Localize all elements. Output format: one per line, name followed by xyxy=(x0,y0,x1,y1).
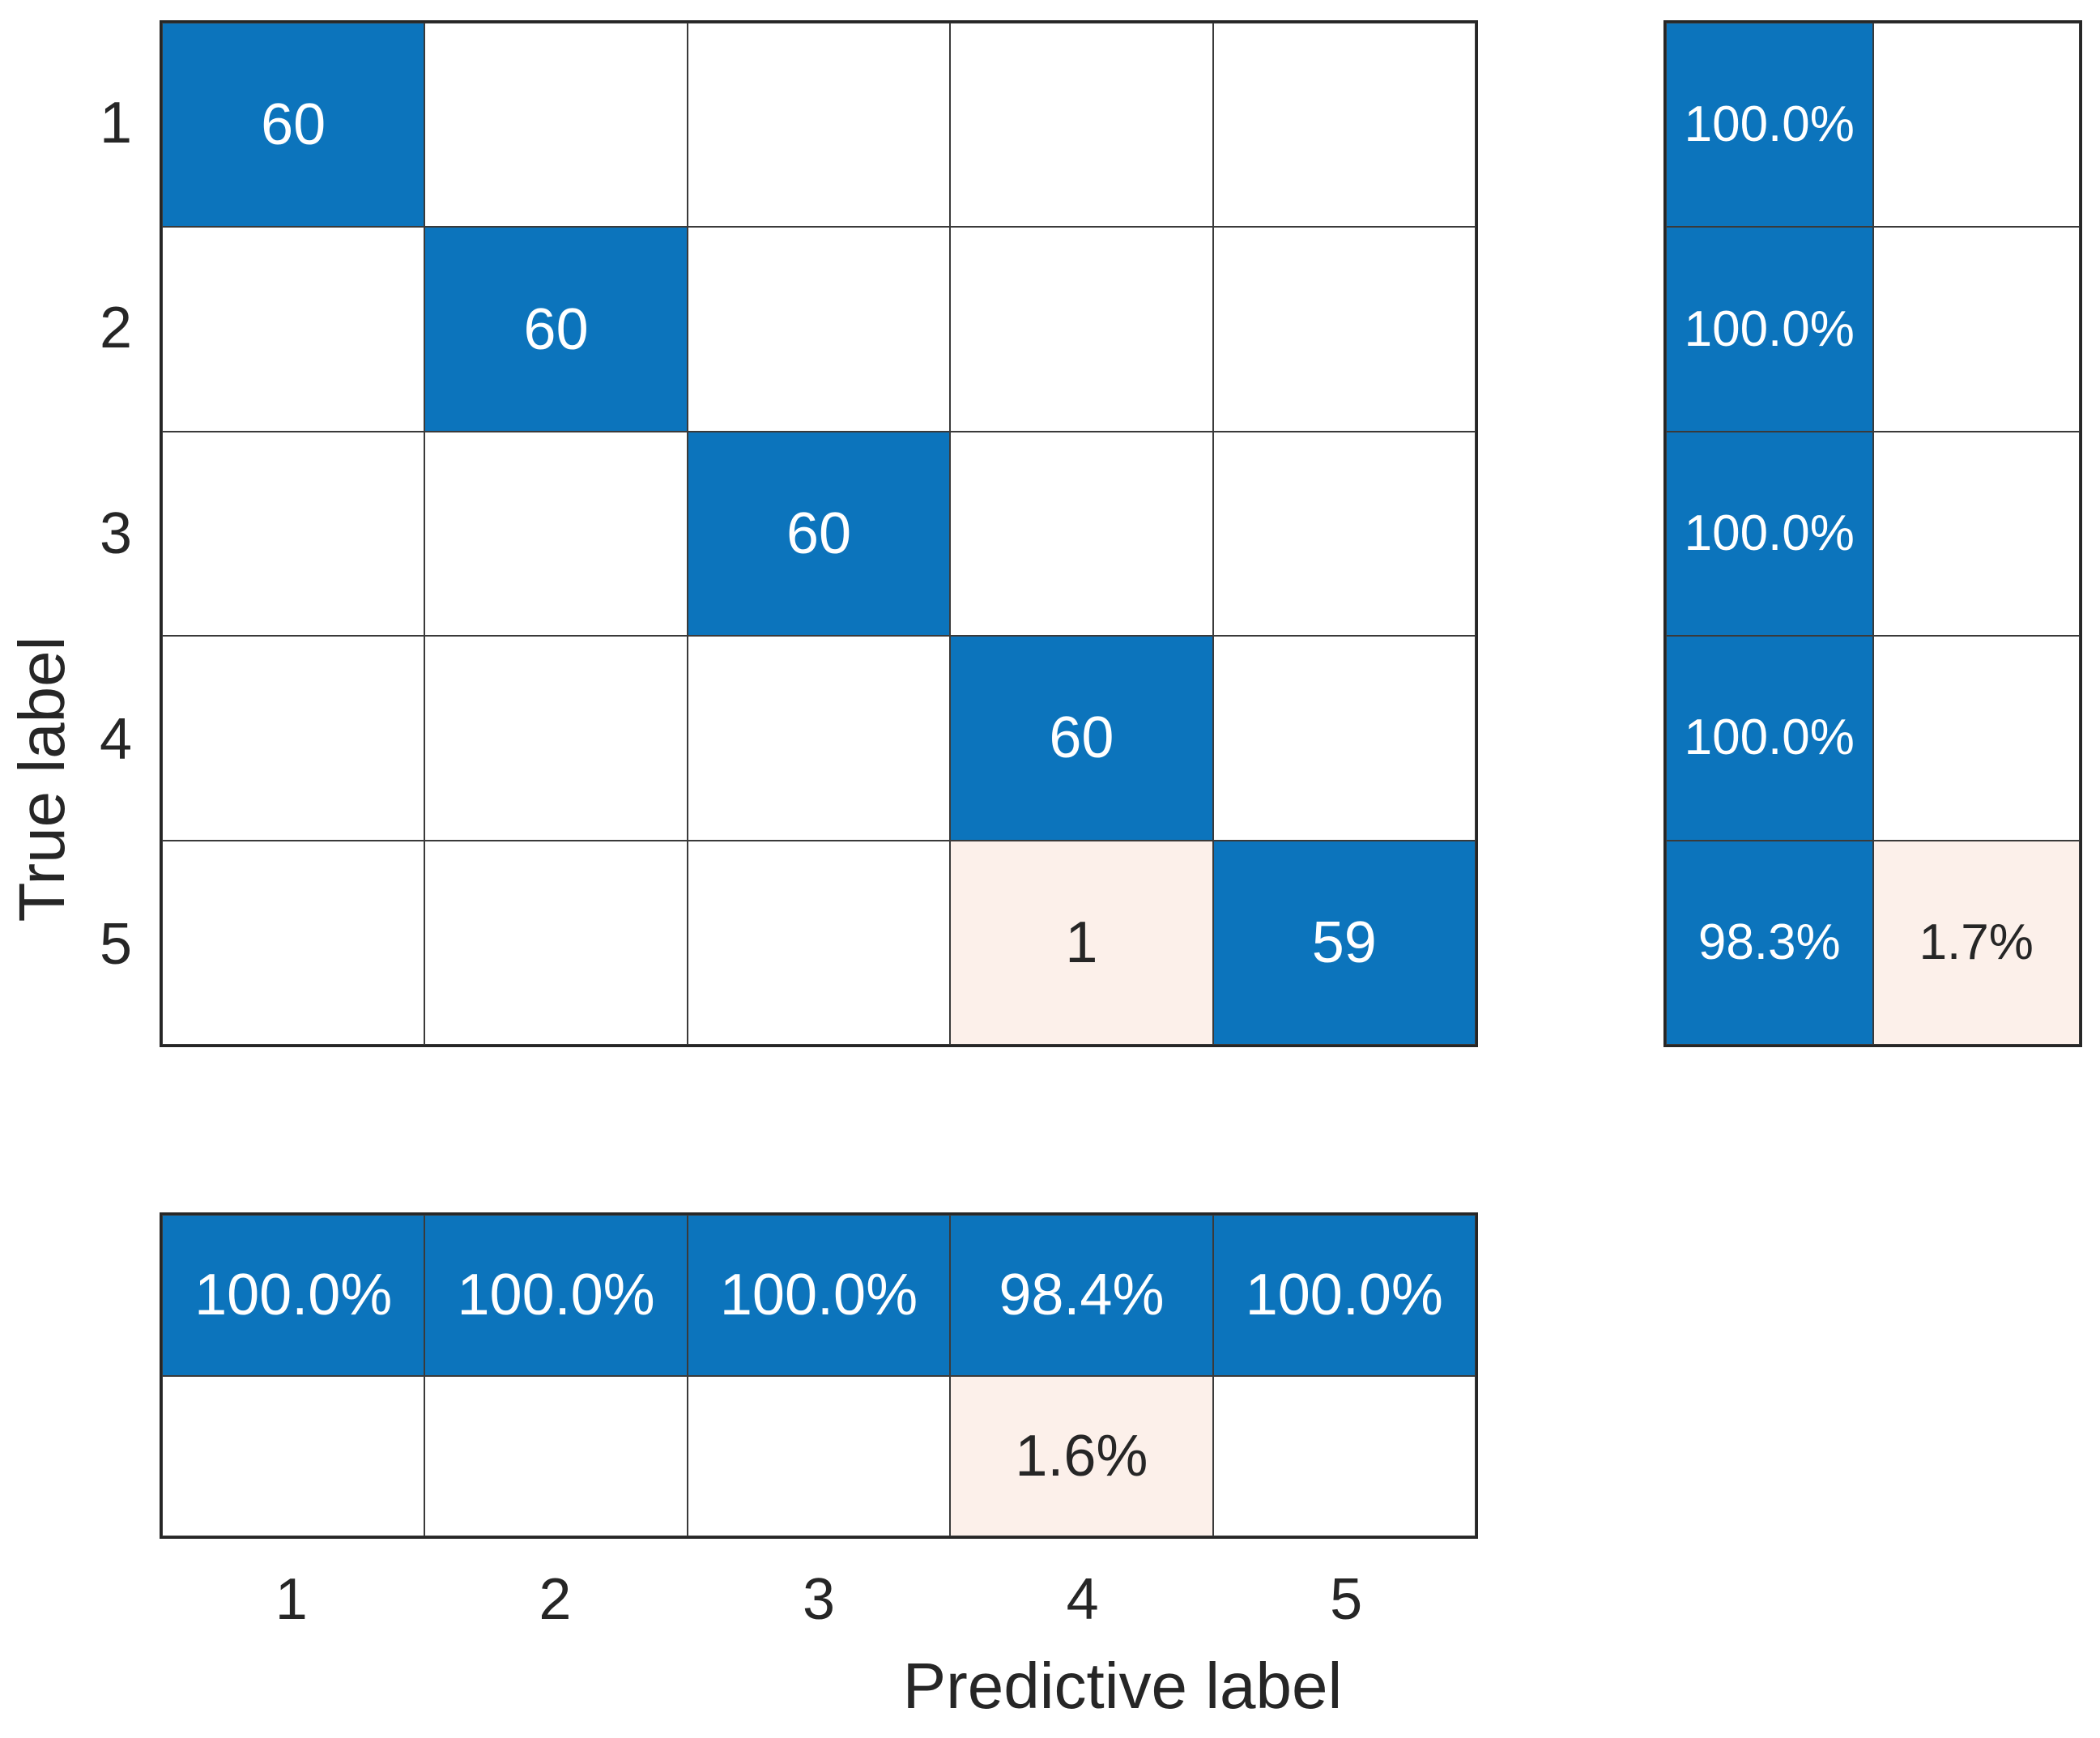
column-summary-cell xyxy=(162,1375,425,1536)
column-summary-cell xyxy=(1212,1375,1476,1536)
matrix-cell xyxy=(1212,431,1476,637)
row-summary-cell xyxy=(1872,636,2080,841)
row-summary-cell xyxy=(1872,23,2080,228)
x-axis-title: Predictive label xyxy=(902,1650,1343,1722)
row-summary-cell xyxy=(1872,227,2080,432)
matrix-cell xyxy=(1212,23,1476,228)
y-tick-label: 1 xyxy=(99,90,132,155)
column-summary-cell: 100.0% xyxy=(1212,1215,1476,1376)
matrix-cell: 59 xyxy=(1212,840,1476,1045)
y-tick-label: 4 xyxy=(99,706,132,772)
row-summary-grid: 100.0% 100.0% 100.0% 100.0% 98.3% 1.7% xyxy=(1663,20,2082,1047)
matrix-cell xyxy=(162,227,425,432)
matrix-cell xyxy=(424,431,688,637)
column-summary-cell xyxy=(687,1375,951,1536)
row-summary-cell: 98.3% xyxy=(1666,840,1873,1045)
y-tick-label: 5 xyxy=(99,912,132,978)
matrix-cell xyxy=(950,227,1213,432)
x-tick-label: 2 xyxy=(539,1567,572,1632)
matrix-cell xyxy=(424,23,688,228)
x-tick-label: 3 xyxy=(802,1567,836,1632)
column-summary-cell: 98.4% xyxy=(950,1215,1213,1376)
matrix-cell xyxy=(950,23,1213,228)
row-summary-cell: 100.0% xyxy=(1666,431,1873,637)
matrix-cell xyxy=(687,23,951,228)
x-tick-label: 5 xyxy=(1330,1567,1363,1632)
y-tick-label: 2 xyxy=(99,296,132,361)
y-tick-label: 3 xyxy=(99,501,132,566)
matrix-cell xyxy=(424,636,688,841)
matrix-cell xyxy=(162,840,425,1045)
matrix-cell xyxy=(687,636,951,841)
matrix-cell xyxy=(950,431,1213,637)
row-summary-cell: 1.7% xyxy=(1872,840,2080,1045)
matrix-cell: 60 xyxy=(162,23,425,228)
matrix-cell: 60 xyxy=(687,431,951,637)
column-summary-grid: 100.0% 100.0% 100.0% 98.4% 100.0% 1.6% xyxy=(160,1212,1478,1539)
row-summary-cell xyxy=(1872,431,2080,637)
row-summary-cell: 100.0% xyxy=(1666,636,1873,841)
matrix-cell xyxy=(1212,636,1476,841)
matrix-cell xyxy=(687,227,951,432)
column-summary-cell: 100.0% xyxy=(162,1215,425,1376)
x-tick-label: 1 xyxy=(275,1567,308,1632)
matrix-cell xyxy=(687,840,951,1045)
y-axis-title: True label xyxy=(6,636,78,922)
matrix-cell xyxy=(162,636,425,841)
column-summary-cell: 1.6% xyxy=(950,1375,1213,1536)
x-tick-label: 4 xyxy=(1066,1567,1099,1632)
confusion-matrix-grid: 60 60 60 60 1 59 xyxy=(160,20,1478,1047)
row-summary-cell: 100.0% xyxy=(1666,23,1873,228)
matrix-cell: 1 xyxy=(950,840,1213,1045)
column-summary-cell: 100.0% xyxy=(424,1215,688,1376)
matrix-cell xyxy=(1212,227,1476,432)
matrix-cell: 60 xyxy=(424,227,688,432)
matrix-cell: 60 xyxy=(950,636,1213,841)
matrix-cell xyxy=(424,840,688,1045)
row-summary-cell: 100.0% xyxy=(1666,227,1873,432)
matrix-cell xyxy=(162,431,425,637)
column-summary-cell: 100.0% xyxy=(687,1215,951,1376)
column-summary-cell xyxy=(424,1375,688,1536)
